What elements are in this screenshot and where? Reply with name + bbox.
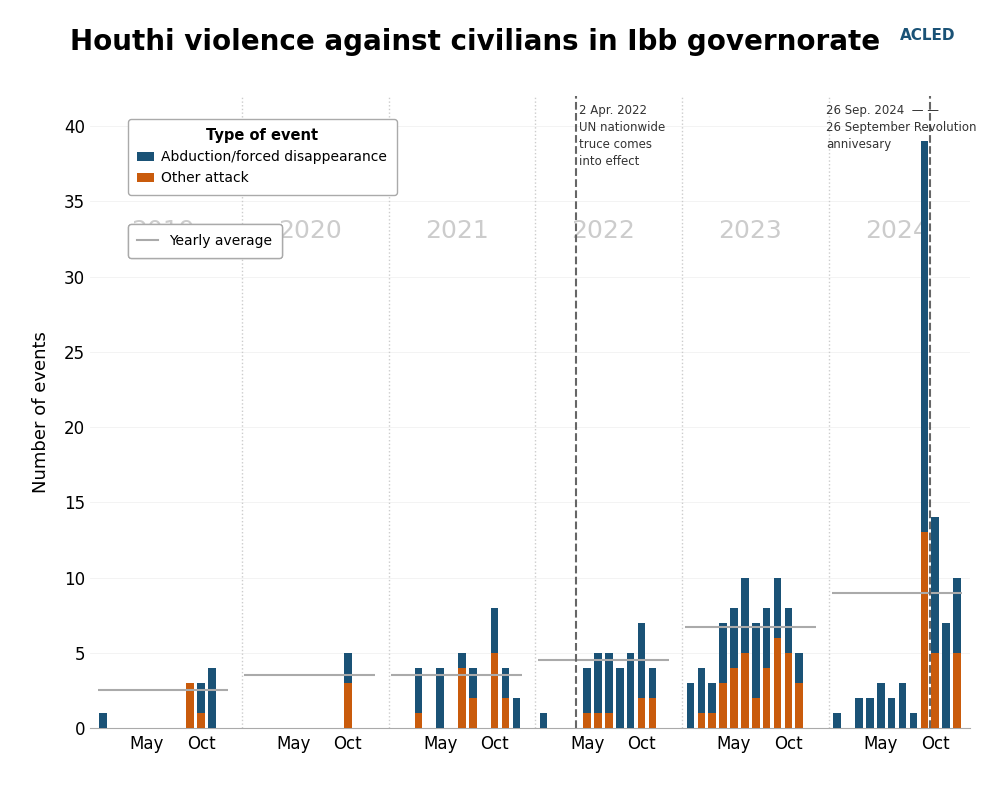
Bar (540, 713, 547, 728)
Bar (763, 608, 770, 668)
Bar (491, 653, 498, 728)
Bar (899, 683, 906, 728)
Bar (638, 698, 645, 728)
Text: 2024: 2024 (865, 219, 929, 243)
Bar (638, 622, 645, 698)
Bar (931, 653, 939, 728)
Bar (855, 698, 863, 728)
Bar (921, 532, 928, 728)
Bar (208, 668, 216, 728)
Bar (942, 622, 950, 728)
Bar (910, 713, 917, 728)
Bar (649, 668, 656, 698)
Bar (583, 713, 591, 728)
Text: ACLED: ACLED (900, 28, 955, 43)
Bar (719, 683, 727, 728)
Bar (888, 698, 895, 728)
Bar (649, 698, 656, 728)
Text: 2 Apr. 2022
UN nationwide
truce comes
into effect: 2 Apr. 2022 UN nationwide truce comes in… (579, 103, 666, 167)
Bar (583, 668, 591, 713)
Bar (458, 668, 466, 728)
Bar (752, 698, 760, 728)
Bar (469, 698, 477, 728)
Bar (469, 668, 477, 698)
Bar (415, 713, 422, 728)
Bar (833, 713, 841, 728)
Bar (785, 653, 792, 728)
Bar (491, 608, 498, 653)
Bar (708, 683, 716, 713)
Text: Houthi violence against civilians in Ibb governorate: Houthi violence against civilians in Ibb… (70, 28, 880, 56)
Bar (953, 653, 961, 728)
Bar (752, 622, 760, 698)
Bar (436, 668, 444, 728)
Bar (197, 683, 205, 713)
Text: 26 Sep. 2024  — —
26 September Revolution
annivesary: 26 Sep. 2024 — — 26 September Revolution… (826, 103, 977, 150)
Bar (866, 698, 874, 728)
Bar (627, 653, 634, 728)
Bar (730, 668, 738, 728)
Bar (502, 698, 509, 728)
Bar (698, 713, 705, 728)
Bar (719, 622, 727, 683)
Bar (344, 653, 352, 683)
Bar (877, 683, 885, 728)
Bar (186, 683, 194, 728)
Bar (616, 668, 624, 728)
Text: 2022: 2022 (571, 219, 635, 243)
Bar (953, 578, 961, 653)
Bar (708, 713, 716, 728)
Bar (594, 713, 602, 728)
Bar (605, 713, 613, 728)
Text: 2021: 2021 (425, 219, 488, 243)
Bar (741, 653, 749, 728)
Bar (763, 668, 770, 728)
Bar (344, 683, 352, 728)
Bar (502, 668, 509, 698)
Bar (197, 713, 205, 728)
Text: 2020: 2020 (278, 219, 342, 243)
Bar (458, 653, 466, 668)
Bar (795, 653, 803, 683)
Legend: Yearly average: Yearly average (128, 224, 282, 258)
Bar (795, 683, 803, 728)
Bar (687, 683, 694, 728)
Bar (931, 518, 939, 653)
Bar (99, 713, 107, 728)
Bar (774, 578, 781, 638)
Bar (921, 141, 928, 532)
Text: 2023: 2023 (718, 219, 782, 243)
Bar (785, 608, 792, 653)
Bar (774, 638, 781, 728)
Bar (594, 653, 602, 713)
Bar (730, 608, 738, 668)
Text: 2019: 2019 (131, 219, 195, 243)
Bar (605, 653, 613, 713)
Bar (415, 668, 422, 713)
Y-axis label: Number of events: Number of events (32, 331, 50, 493)
Bar (741, 578, 749, 653)
Bar (698, 668, 705, 713)
Bar (513, 698, 520, 728)
